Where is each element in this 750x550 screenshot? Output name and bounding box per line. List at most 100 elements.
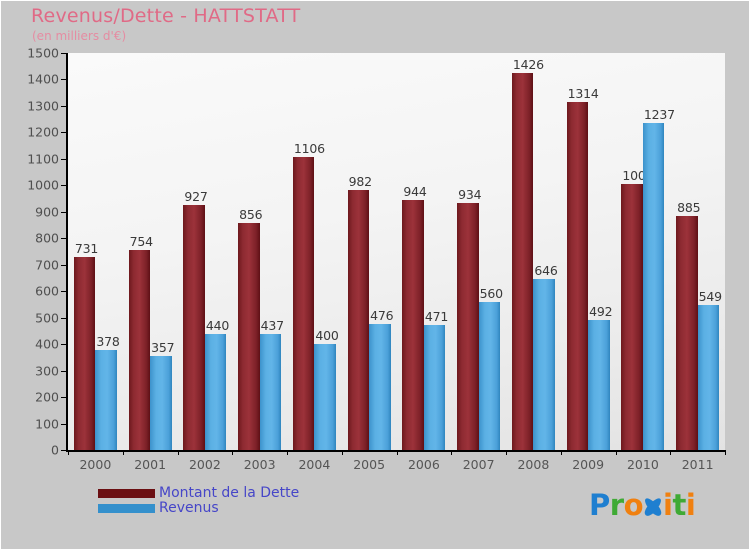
y-tick-label: 0 [51,442,59,458]
legend-item-revenus: Revenus [98,501,299,516]
bar-value-label: 754 [129,234,153,250]
bar-value-label: 560 [479,285,503,301]
bar-dette-2011[interactable]: 885 [676,200,701,450]
bar-group-2001: 754 357 [128,53,175,450]
bar-value-label: 357 [151,339,175,355]
y-tick-label: 1200 [27,124,59,140]
x-tick-mark [670,450,672,455]
y-tick-label: 1300 [27,98,59,114]
bar-revenus-2001[interactable]: 357 [150,340,175,450]
x-tick-label-2011: 2011 [681,457,714,472]
y-tick-mark [61,158,68,160]
legend-swatch-revenus [98,504,155,513]
page-title: Revenus/Dette - HATTSTATT [31,5,301,27]
logo-letter-p: P [589,488,610,522]
x-tick-label-2010: 2010 [626,457,659,472]
bar-revenus-2004[interactable]: 400 [314,328,339,450]
bar-value-label: 646 [534,263,558,279]
bar-value-label: 927 [184,188,208,204]
logo-letter-x-icon [642,496,664,518]
bar-dette-2009[interactable]: 1314 [566,86,599,450]
y-tick-label: 700 [35,257,59,273]
x-tick-mark [506,450,507,455]
bar-value-label: 934 [458,186,482,202]
bar-value-label: 1426 [512,56,544,72]
y-tick-mark [61,264,68,266]
y-tick-mark [61,105,68,107]
x-tick-mark [396,450,398,455]
legend-label-debt: Montant de la Dette [159,485,300,501]
bar-value-label: 440 [205,317,230,333]
x-tick-label-2001: 2001 [134,457,167,472]
bar-group-2008: 1426 646 [511,53,558,450]
y-tick-mark [61,185,68,187]
bar-revenus-2005[interactable]: 476 [369,308,394,450]
bar-value-label: 549 [698,288,722,304]
bar-dette-2008[interactable]: 1426 [511,57,544,450]
bar-value-label: 400 [315,328,339,344]
x-tick-label-2009: 2009 [572,457,605,472]
logo-letter-i2: i [685,488,696,522]
y-tick-label: 1500 [27,45,59,61]
x-tick-mark [725,450,726,455]
bar-group-2005: 982 476 [347,53,394,450]
x-tick-label-2008: 2008 [517,457,550,472]
y-tick-mark [61,450,68,451]
bar-dette-2001[interactable]: 754 [128,234,153,450]
x-tick-mark [122,450,124,455]
bar-group-2003: 856 437 [238,53,284,450]
y-tick-label: 600 [35,283,59,299]
legend-swatch-debt [98,489,155,498]
bar-revenus-2000[interactable]: 378 [95,334,120,450]
bar-dette-2002[interactable]: 927 [183,189,208,450]
y-tick-label: 1000 [27,177,59,193]
x-tick-mark [341,450,343,455]
x-tick-mark [560,450,562,455]
bar-dette-2006[interactable]: 944 [402,184,427,450]
x-tick-label-2006: 2006 [407,457,440,472]
bar-value-label: 856 [239,207,263,223]
plot-area: 0 100 200 300 400 500 600 700 800 900 1000 1100 1200… [27,46,726,472]
y-tick-label: 1100 [27,151,59,167]
bar-revenus-2008[interactable]: 646 [533,263,558,450]
bar-revenus-2006[interactable]: 471 [423,309,448,450]
y-tick-mark [61,317,68,319]
logo-letter-o: o [623,488,644,522]
bar-value-label: 885 [677,199,701,215]
legend-label-revenus: Revenus [159,500,219,516]
bar-value-label: 731 [74,240,99,256]
bar-value-label: 944 [403,184,427,200]
y-tick-mark [61,132,68,134]
y-tick-label: 200 [35,389,59,405]
legend: Montant de la Dette Revenus [98,486,299,516]
y-tick-label: 500 [35,310,59,326]
bar-dette-2004[interactable]: 1106 [292,141,325,450]
bar-dette-2005[interactable]: 982 [347,174,372,450]
y-tick-label: 1400 [27,71,59,87]
y-tick-label: 300 [35,363,59,379]
bar-revenus-2010[interactable]: 1237 [642,107,675,450]
bar-value-label: 471 [424,309,449,325]
bar-dette-2010[interactable]: 1006 [621,168,654,450]
x-tick-label-2003: 2003 [243,457,276,472]
x-tick-label-2005: 2005 [353,457,386,472]
x-tick-label-2002: 2002 [188,457,221,472]
logo-letter-i1: i [663,488,673,522]
bar-value-label: 982 [348,174,372,190]
x-tick-mark [287,450,288,455]
bar-dette-2007[interactable]: 934 [457,187,482,450]
bar-revenus-2009[interactable]: 492 [588,304,613,450]
bar-dette-2003[interactable]: 856 [238,207,263,450]
bar-dette-2000[interactable]: 731 [73,241,98,450]
x-tick-mark [615,450,617,455]
bar-group-2010: 1006 1237 [621,53,675,450]
logo-letter-r: r [609,488,624,522]
bar-revenus-2002[interactable]: 440 [204,318,229,450]
x-tick-mark [232,450,234,455]
bar-revenus-2007[interactable]: 560 [478,286,503,450]
legend-item-debt: Montant de la Dette [98,486,299,501]
bar-revenus-2011[interactable]: 549 [697,289,722,450]
bar-revenus-2003[interactable]: 437 [259,318,284,450]
y-tick-mark [61,423,68,425]
